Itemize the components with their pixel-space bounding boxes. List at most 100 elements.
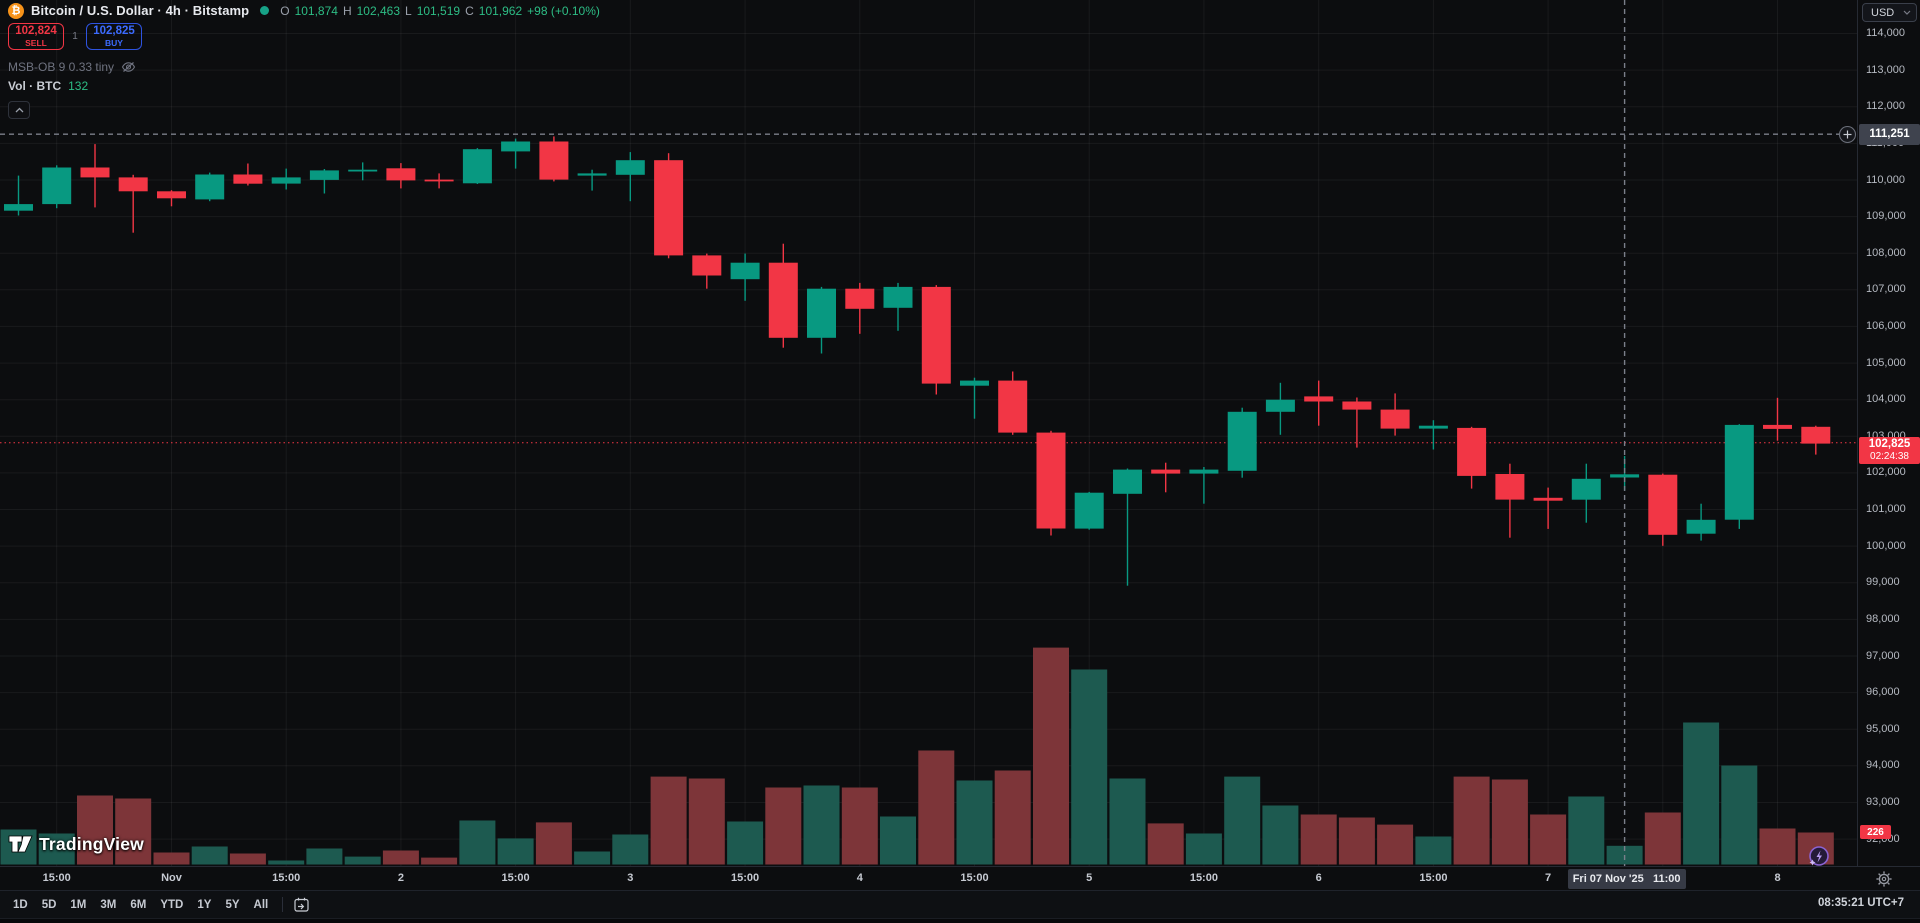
candle-body	[1418, 425, 1448, 429]
candle-body	[1533, 497, 1563, 501]
volume-bar	[1147, 823, 1184, 865]
volume-bar	[1300, 814, 1337, 865]
time-axis-label: Nov	[161, 872, 182, 884]
time-axis[interactable]: 15:00 Nov 15:00 2 15:00 3 15:00 4 15:00 5 15:00 6 15…	[0, 866, 1920, 890]
volume-bar	[0, 829, 37, 865]
candles-layer	[4, 136, 1831, 586]
price-axis-label: 101,000	[1866, 503, 1906, 515]
candle-body	[615, 160, 645, 175]
candle-body	[1036, 432, 1066, 529]
time-axis-label: 15:00	[272, 872, 301, 884]
range-button-6m[interactable]: 6M	[130, 898, 147, 911]
add-alert-plus-icon[interactable]	[1838, 125, 1857, 144]
candle-body	[960, 380, 989, 386]
range-button-1y[interactable]: 1Y	[197, 898, 212, 911]
watermark-text: TradingView	[39, 833, 144, 854]
candle-body	[1801, 426, 1831, 444]
volume-bar	[115, 798, 152, 865]
indicator-title[interactable]: MSB-OB 9 0.33 tiny	[8, 60, 115, 74]
time-axis-label: 7	[1545, 872, 1552, 884]
tradingview-watermark: TradingView	[8, 833, 144, 855]
range-button-1m[interactable]: 1M	[70, 898, 87, 911]
volume-bar	[612, 834, 649, 865]
open-key: O	[280, 3, 290, 18]
bottom-toolbar: 1D 5D 1M 3M 6M YTD 1Y 5Y All 08:35:21 UTC+7	[0, 890, 1920, 918]
buy-price: 102,825	[93, 24, 135, 37]
candle-body	[692, 255, 722, 276]
range-button-5y[interactable]: 5Y	[225, 898, 240, 911]
candle-body	[1342, 401, 1372, 410]
volume-bar	[1683, 722, 1720, 865]
grid-layer	[0, 0, 1857, 866]
buy-button[interactable]: 102,825 BUY	[86, 23, 142, 50]
crosshair	[0, 0, 1845, 866]
eye-hidden-icon[interactable]	[121, 61, 136, 73]
volume-indicator-title[interactable]: Vol · BTC	[8, 79, 62, 93]
volume-indicator-value: 132	[68, 79, 89, 93]
spark-boost-icon[interactable]	[1806, 844, 1831, 869]
volume-bar	[421, 857, 458, 865]
session-clock[interactable]: 08:35:21 UTC+7	[1818, 897, 1904, 909]
price-axis-label: 114,000	[1866, 27, 1905, 39]
symbol-title[interactable]: Bitcoin / U.S. Dollar · 4h · Bitstamp	[31, 3, 250, 18]
crosshair-price-label: 111,251	[1859, 123, 1920, 145]
chart-pane[interactable]: ₿ Bitcoin / U.S. Dollar · 4h · Bitstamp …	[0, 0, 1857, 866]
volume-bar	[1185, 833, 1222, 865]
go-to-date-icon[interactable]	[290, 895, 312, 915]
volume-bar	[880, 816, 916, 865]
candle-body	[195, 174, 225, 200]
volume-bar	[459, 820, 496, 865]
spread-value: 1	[72, 31, 78, 42]
bar-countdown: 02:24:38	[1870, 451, 1909, 462]
candle-body	[42, 167, 72, 205]
candle-body	[1304, 396, 1334, 402]
volume-bar	[994, 770, 1031, 865]
market-status-dot[interactable]	[260, 6, 270, 15]
buy-label: BUY	[105, 38, 123, 48]
candle-body	[807, 288, 836, 338]
volume-bar	[497, 838, 534, 865]
range-button-all[interactable]: All	[253, 898, 269, 911]
time-axis-label: 15:00	[1189, 872, 1218, 884]
price-axis[interactable]: USD 114,000113,000112,000111,000110,0001…	[1857, 0, 1920, 866]
range-button-3m[interactable]: 3M	[100, 898, 117, 911]
candle-body	[1571, 478, 1601, 500]
gear-settings-icon[interactable]	[1875, 870, 1893, 888]
volume-bar	[803, 785, 840, 865]
candle-body	[1265, 399, 1295, 412]
low-value: 101,519	[416, 3, 461, 18]
volume-bar	[1415, 836, 1452, 865]
last-price-value: 102,825	[1868, 438, 1911, 451]
range-button-ytd[interactable]: YTD	[160, 898, 184, 911]
time-axis-label: 5	[1086, 872, 1093, 884]
volume-bar	[535, 822, 572, 865]
candle-body	[1227, 411, 1257, 471]
legend-collapse-button[interactable]	[8, 101, 30, 119]
candle-body	[845, 288, 875, 309]
price-axis-label: 93,000	[1866, 796, 1900, 808]
candle-body	[1380, 409, 1410, 429]
volume-bar	[229, 853, 266, 865]
candle-body	[768, 262, 798, 338]
currency-label: USD	[1871, 6, 1895, 19]
price-axis-label: 107,000	[1866, 283, 1906, 296]
volume-bar	[153, 852, 190, 865]
sell-button[interactable]: 102,824 SELL	[8, 23, 64, 50]
volume-bar	[650, 776, 687, 865]
volume-bar	[1491, 779, 1528, 865]
price-axis-label: 97,000	[1866, 649, 1900, 662]
price-axis-label: 108,000	[1866, 246, 1906, 259]
range-button-1d[interactable]: 1D	[13, 898, 28, 911]
chart-canvas[interactable]	[0, 0, 1857, 866]
candle-body	[1495, 474, 1525, 500]
price-axis-label: 109,000	[1866, 210, 1906, 223]
candle-body	[1686, 519, 1716, 534]
toolbar-divider	[282, 897, 284, 912]
currency-selector[interactable]: USD	[1862, 3, 1917, 22]
volume-bar	[1530, 814, 1567, 865]
volume-bar	[918, 750, 955, 865]
candle-body	[80, 167, 110, 178]
range-button-5d[interactable]: 5D	[41, 898, 57, 911]
candle-body	[348, 169, 378, 172]
candle-body	[1610, 474, 1640, 478]
